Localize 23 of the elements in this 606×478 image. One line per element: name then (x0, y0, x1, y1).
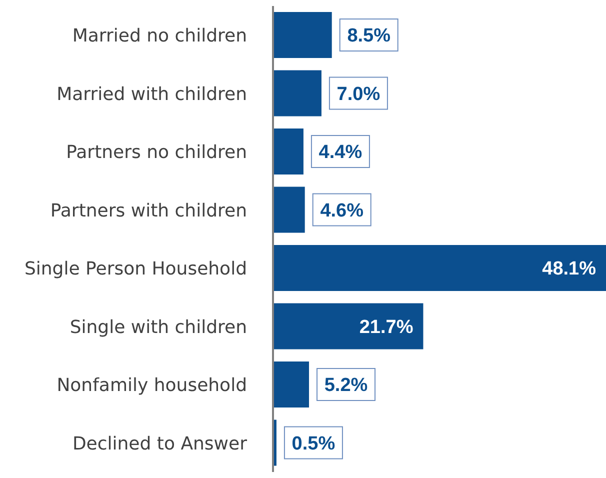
bar (273, 245, 606, 291)
data-label: 8.5% (347, 26, 391, 47)
data-label: 4.6% (320, 200, 364, 222)
data-label: 48.1% (542, 258, 596, 280)
data-label: 4.4% (318, 142, 362, 164)
bar (273, 303, 424, 350)
bar (273, 70, 322, 116)
y-tick-label: Married no children (72, 26, 247, 47)
bar (273, 128, 304, 174)
data-label: 21.7% (359, 316, 414, 338)
y-tick-label: Partners no children (66, 142, 247, 164)
y-tick-label: Nonfamily household (56, 375, 247, 396)
y-tick-label: Single Person Household (24, 258, 247, 280)
bar (273, 362, 309, 408)
y-tick-label: Partners with children (50, 200, 247, 222)
y-tick-label: Declined to Answer (72, 433, 248, 454)
data-label: 0.5% (292, 433, 336, 454)
y-tick-label: Married with children (56, 84, 247, 105)
y-tick-label: Single with children (70, 316, 247, 338)
data-label: 5.2% (324, 375, 368, 396)
data-label: 7.0% (336, 84, 380, 105)
bar (273, 186, 305, 233)
bar (273, 12, 332, 58)
